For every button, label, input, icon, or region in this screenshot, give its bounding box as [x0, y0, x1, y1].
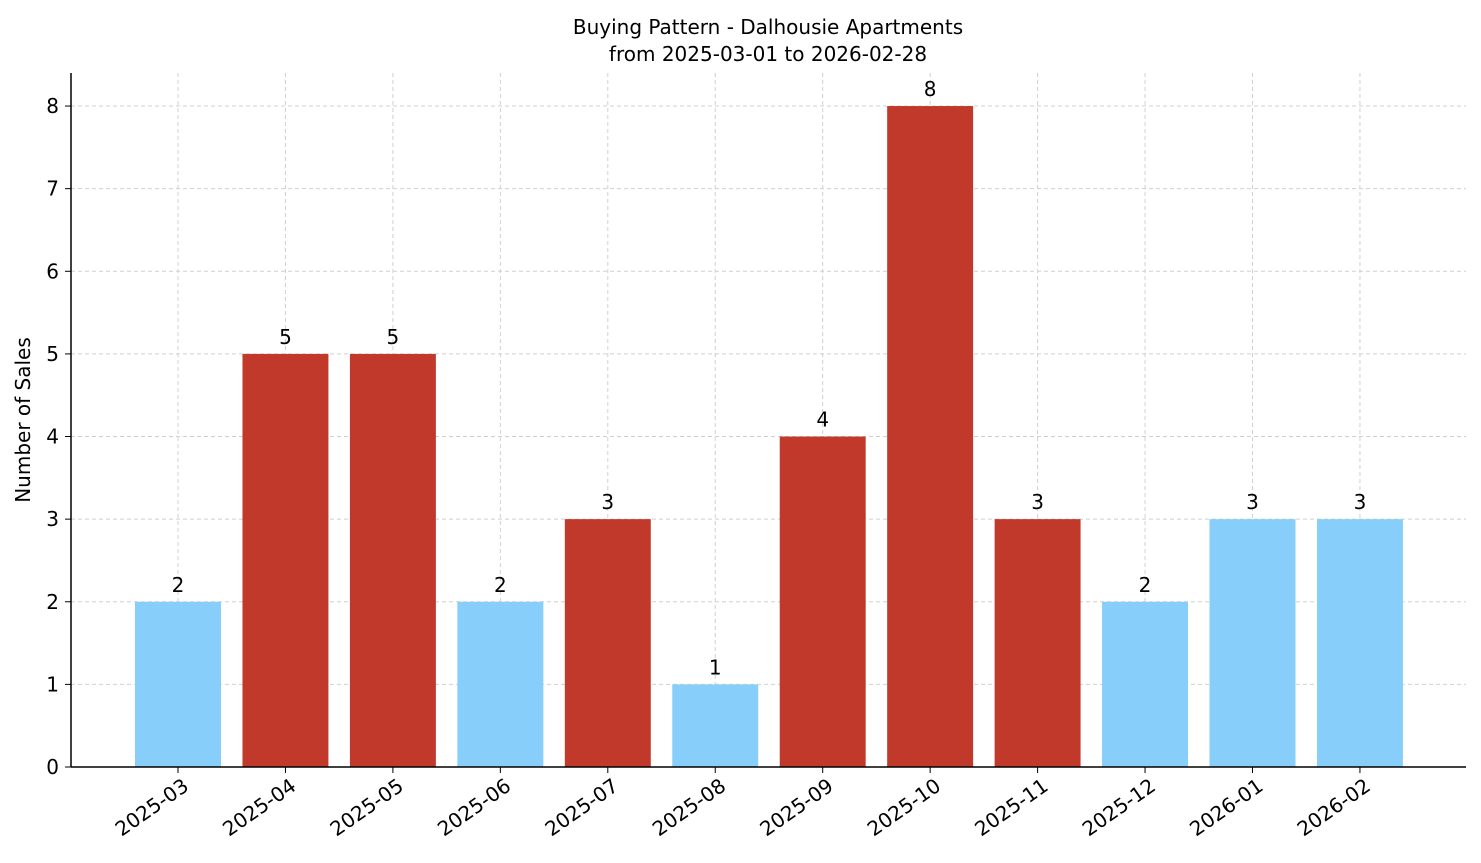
y-tick-label: 7	[46, 177, 59, 201]
y-tick-label: 5	[46, 342, 59, 366]
value-label: 5	[387, 325, 400, 349]
y-tick-label: 3	[46, 507, 59, 531]
value-label: 1	[709, 655, 722, 679]
x-tick-label: 2025-06	[433, 773, 515, 841]
chart-title: Buying Pattern - Dalhousie Apartments	[573, 15, 963, 39]
y-tick-label: 4	[46, 425, 59, 449]
value-label: 5	[279, 325, 292, 349]
y-tick-label: 6	[46, 259, 59, 283]
x-tick-label: 2025-07	[540, 773, 622, 841]
bar	[1316, 519, 1403, 767]
bar	[1209, 519, 1296, 767]
value-label: 3	[601, 490, 614, 514]
value-label: 3	[1354, 490, 1367, 514]
bar	[779, 436, 866, 767]
bar	[564, 519, 651, 767]
value-label: 2	[172, 573, 185, 597]
x-tick-label: 2025-05	[326, 773, 408, 841]
value-label: 3	[1031, 490, 1044, 514]
y-tick-label: 8	[46, 94, 59, 118]
bar	[135, 601, 221, 767]
bar	[887, 106, 974, 768]
value-label: 2	[494, 573, 507, 597]
x-tick-label: 2026-01	[1185, 773, 1267, 841]
bar	[994, 519, 1081, 767]
x-tick-label: 2025-12	[1078, 773, 1160, 841]
x-tick-label: 2025-08	[648, 773, 730, 841]
y-tick-label: 1	[46, 672, 59, 696]
bar	[457, 601, 544, 767]
value-label: 3	[1246, 490, 1259, 514]
bar	[349, 353, 436, 767]
bar	[1102, 601, 1189, 767]
x-tick-label: 2025-04	[218, 773, 300, 841]
value-label: 8	[924, 77, 937, 101]
value-label: 4	[816, 408, 829, 432]
bar	[672, 684, 759, 767]
y-tick-label: 2	[46, 590, 59, 614]
x-tick-label: 2025-09	[755, 773, 837, 841]
x-tick-label: 2025-11	[970, 773, 1052, 841]
y-tick-label: 0	[46, 755, 59, 779]
y-axis-label: Number of Sales	[11, 337, 35, 503]
x-tick-label: 2026-02	[1293, 773, 1375, 841]
chart-subtitle: from 2025-03-01 to 2026-02-28	[609, 42, 927, 66]
x-tick-label: 2025-10	[863, 773, 945, 841]
x-tick-label: 2025-03	[111, 773, 193, 841]
bar	[242, 353, 329, 767]
value-label: 2	[1139, 573, 1152, 597]
